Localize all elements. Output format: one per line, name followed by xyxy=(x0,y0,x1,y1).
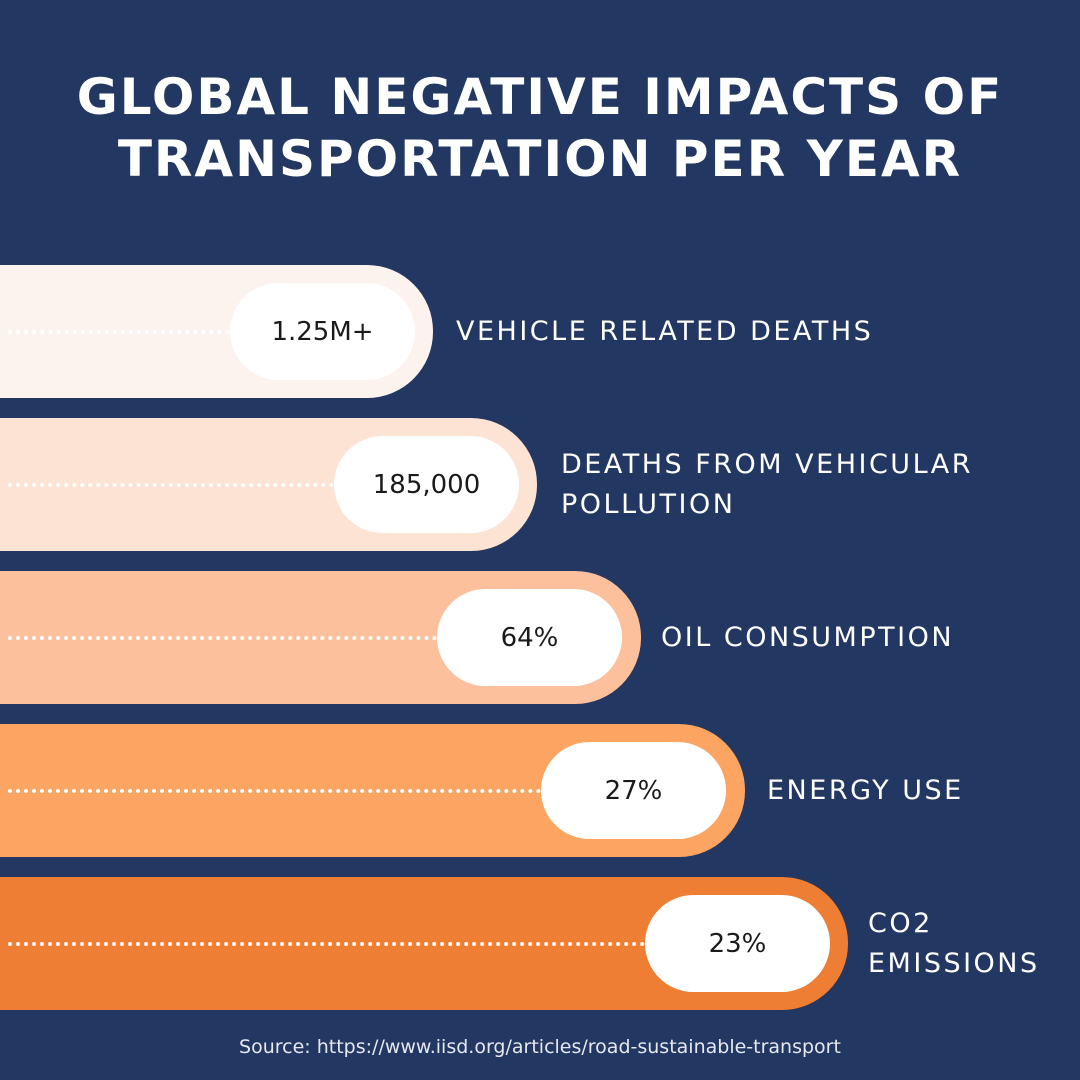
title-line-1: GLOBAL NEGATIVE IMPACTS OF xyxy=(76,68,1004,126)
impact-value-pill: 1.25M+ xyxy=(230,283,415,380)
dotted-line xyxy=(8,942,653,946)
dotted-line xyxy=(8,330,238,334)
impact-label: VEHICLE RELATED DEATHS xyxy=(456,315,874,347)
impact-row-energy-use: 27% ENERGY USE xyxy=(0,724,1080,857)
impact-value-pill: 185,000 xyxy=(334,436,519,533)
impact-value-pill: 23% xyxy=(645,895,830,992)
impact-row-pollution-deaths: 185,000 DEATHS FROM VEHICULAR POLLUTION xyxy=(0,418,1080,551)
impact-label: OIL CONSUMPTION xyxy=(661,621,955,653)
dotted-line xyxy=(8,483,342,487)
impact-label: DEATHS FROM VEHICULAR POLLUTION xyxy=(561,448,973,520)
impact-value-pill: 27% xyxy=(541,742,726,839)
impact-label: CO2 EMISSIONS xyxy=(868,907,1040,979)
page-title: GLOBAL NEGATIVE IMPACTS OF TRANSPORTATIO… xyxy=(0,66,1080,190)
dotted-line xyxy=(8,636,445,640)
impact-label: ENERGY USE xyxy=(767,774,964,806)
dotted-line xyxy=(8,789,549,793)
impact-row-co2-emissions: 23% CO2 EMISSIONS xyxy=(0,877,1080,1010)
title-line-2: TRANSPORTATION PER YEAR xyxy=(117,130,963,188)
source-citation: Source: https://www.iisd.org/articles/ro… xyxy=(239,1036,841,1058)
impact-row-oil-consumption: 64% OIL CONSUMPTION xyxy=(0,571,1080,704)
impact-value-pill: 64% xyxy=(437,589,622,686)
impact-row-vehicle-deaths: 1.25M+ VEHICLE RELATED DEATHS xyxy=(0,265,1080,398)
